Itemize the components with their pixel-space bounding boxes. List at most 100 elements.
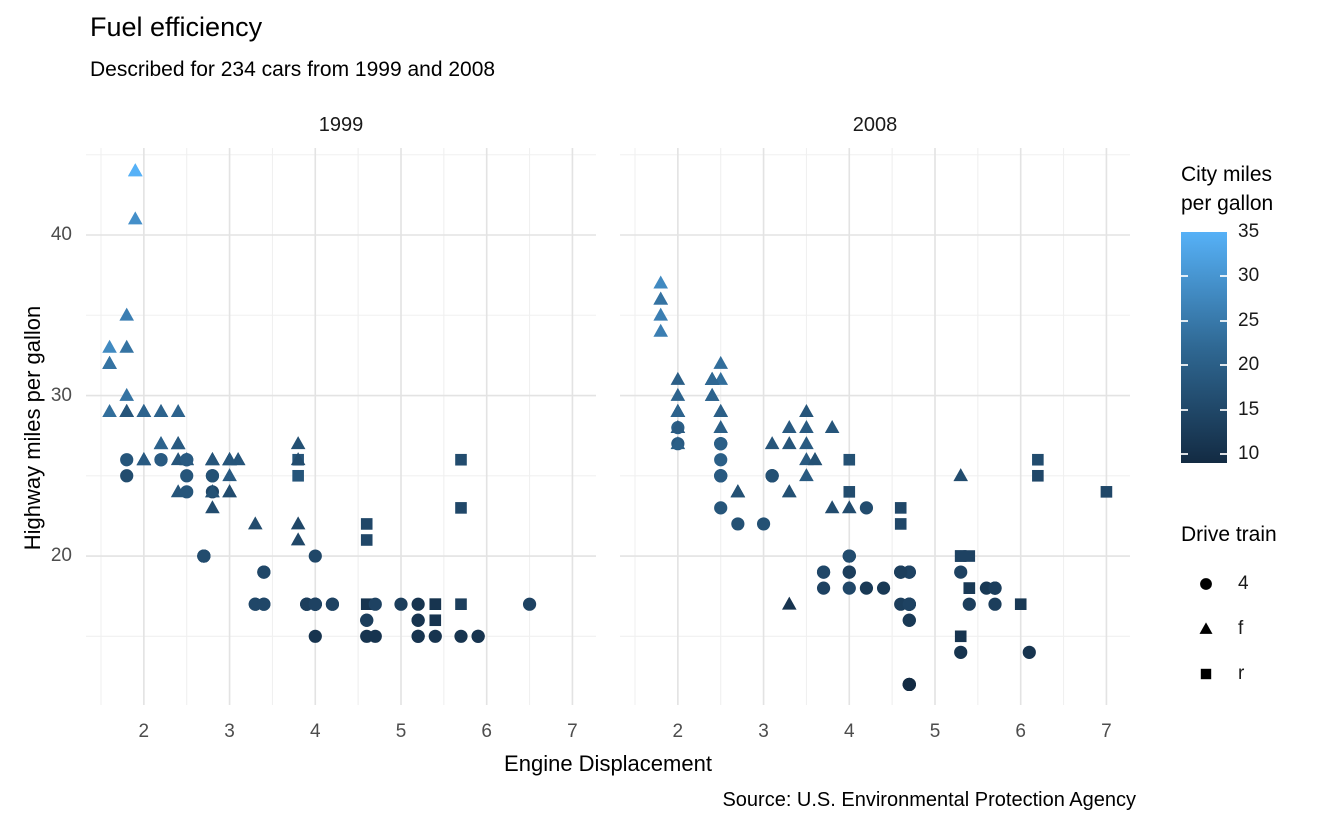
colorbar-tick xyxy=(1181,319,1188,322)
data-point xyxy=(197,549,211,563)
x-tick-label: 3 xyxy=(758,721,769,742)
data-point xyxy=(894,502,907,514)
colorbar-tick-label: 15 xyxy=(1238,398,1260,420)
data-point xyxy=(730,484,746,498)
data-point xyxy=(180,469,194,483)
data-point xyxy=(257,597,271,611)
colorbar-tick xyxy=(1181,453,1188,456)
data-point xyxy=(290,532,306,546)
x-tick-label: 6 xyxy=(1015,721,1026,742)
data-point xyxy=(842,581,856,595)
data-point xyxy=(714,501,728,515)
data-point xyxy=(471,629,485,643)
data-point xyxy=(308,597,322,611)
data-point xyxy=(713,403,729,417)
data-point xyxy=(153,436,169,450)
x-tick-label: 5 xyxy=(395,721,407,742)
data-point xyxy=(205,484,220,498)
x-tick-label: 4 xyxy=(309,721,321,742)
shape-legend-label: f xyxy=(1238,618,1244,639)
grid-major xyxy=(86,148,596,705)
data-point xyxy=(824,500,840,514)
data-point xyxy=(127,211,143,225)
data-point xyxy=(119,403,135,417)
x-tick-label: 2 xyxy=(138,721,150,742)
shape-legend-title: Drive train xyxy=(1181,523,1277,546)
colorbar-tick xyxy=(1181,275,1188,278)
x-tick-label: 6 xyxy=(481,721,492,742)
colorbar-tick-label: 35 xyxy=(1238,221,1260,242)
data-point xyxy=(799,436,814,450)
shape-legend-label: r xyxy=(1238,663,1245,684)
data-point xyxy=(455,502,467,514)
data-point xyxy=(653,307,669,321)
data-point xyxy=(429,598,442,610)
data-point xyxy=(756,517,771,531)
colorbar-tick-label: 30 xyxy=(1238,265,1260,287)
data-point xyxy=(670,420,686,434)
data-point xyxy=(368,629,382,643)
chart-caption: Source: U.S. Environmental Protection Ag… xyxy=(722,789,1136,811)
data-point xyxy=(962,597,976,611)
data-point xyxy=(704,387,720,401)
data-point xyxy=(120,469,134,483)
colorbar-tick-label: 10 xyxy=(1238,443,1260,465)
data-point xyxy=(824,420,840,434)
data-point xyxy=(429,614,442,627)
data-point xyxy=(308,549,322,563)
data-point xyxy=(670,371,686,385)
data-point xyxy=(325,597,340,611)
colorbar-tick-label: 25 xyxy=(1238,309,1260,331)
data-point xyxy=(954,630,967,643)
data-point xyxy=(670,436,686,450)
data-point xyxy=(205,452,220,466)
panel-2008 xyxy=(620,148,1130,705)
data-point xyxy=(136,452,152,466)
panel-1999 xyxy=(86,148,596,705)
data-point xyxy=(102,403,117,417)
data-point xyxy=(290,452,306,466)
data-point xyxy=(1032,453,1044,466)
data-point xyxy=(411,597,425,611)
data-point xyxy=(781,436,797,450)
data-point xyxy=(154,453,168,467)
colorbar-tick xyxy=(1220,364,1227,367)
data-point xyxy=(455,453,467,466)
data-point xyxy=(963,550,976,562)
data-point xyxy=(954,645,968,659)
data-point xyxy=(455,598,467,610)
data-point xyxy=(308,629,322,643)
data-point xyxy=(360,518,373,530)
x-tick-label: 4 xyxy=(843,721,855,742)
data-point xyxy=(859,501,874,515)
data-point xyxy=(902,677,916,692)
data-point xyxy=(731,517,745,531)
x-tick-label: 7 xyxy=(567,721,578,742)
shape-legend-label: 4 xyxy=(1238,573,1249,594)
data-point xyxy=(714,453,728,467)
data-point xyxy=(781,420,797,434)
data-point xyxy=(205,469,220,483)
data-point xyxy=(988,597,1002,611)
data-point xyxy=(653,323,669,337)
data-point xyxy=(119,387,135,401)
page-title: Fuel efficiency xyxy=(90,12,263,42)
data-point xyxy=(816,565,831,579)
colorbar-tick xyxy=(1181,364,1188,367)
facet-strip-2008: 2008 xyxy=(852,114,898,136)
triangle-legend-key-icon xyxy=(1199,622,1213,634)
data-point xyxy=(290,436,306,450)
colorbar-tick-label: 20 xyxy=(1238,354,1260,376)
data-point xyxy=(963,582,976,594)
circle-legend-key-icon xyxy=(1200,578,1212,590)
colorbar-tick xyxy=(1220,319,1227,322)
data-point xyxy=(894,518,907,530)
grid-major xyxy=(620,148,1130,705)
colorbar-tick xyxy=(1181,408,1188,411)
data-point xyxy=(954,565,968,579)
data-point xyxy=(360,598,373,610)
x-tick-label: 7 xyxy=(1101,721,1112,742)
data-point xyxy=(670,387,686,401)
data-point xyxy=(153,403,169,417)
data-point xyxy=(411,629,425,643)
